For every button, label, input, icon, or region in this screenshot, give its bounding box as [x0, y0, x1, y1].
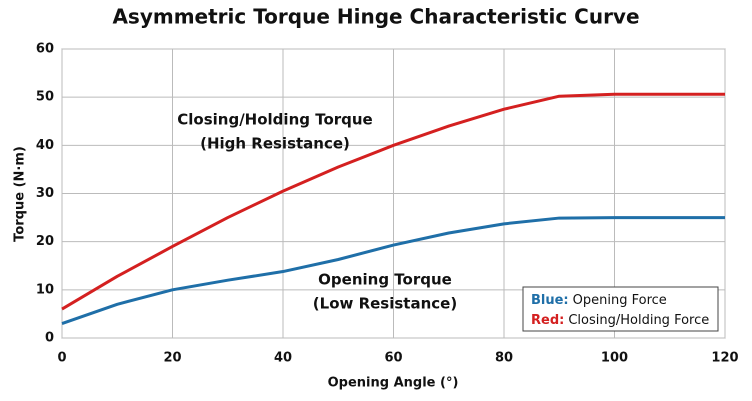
x-tick-label: 40 [274, 351, 292, 366]
x-tick-label: 80 [495, 351, 513, 366]
x-tick-label: 60 [384, 351, 402, 366]
legend-series-name: Closing/Holding Force [568, 313, 709, 328]
series-line [61, 92, 725, 311]
y-tick-label: 40 [36, 138, 54, 153]
x-tick-label: 20 [163, 351, 181, 366]
y-axis-label: Torque (N·m) [13, 146, 28, 242]
legend-entry: Red: Closing/Holding Force [531, 313, 709, 328]
series-line [61, 216, 725, 325]
x-tick-label: 120 [711, 351, 738, 366]
legend-box [522, 286, 719, 332]
chart-title: Asymmetric Torque Hinge Characteristic C… [112, 5, 639, 29]
annotation: Opening Torque [318, 271, 452, 289]
y-tick-label: 10 [36, 282, 54, 297]
legend-entry: Blue: Opening Force [531, 293, 667, 308]
legend-color-label: Blue: [531, 293, 569, 308]
x-tick-label: 100 [601, 351, 628, 366]
x-axis-label: Opening Angle (°) [328, 376, 459, 391]
y-tick-label: 60 [36, 42, 54, 57]
y-tick-label: 50 [36, 90, 54, 105]
y-tick-label: 30 [36, 186, 54, 201]
y-tick-label: 20 [36, 234, 54, 249]
legend-series-name: Opening Force [573, 293, 667, 308]
annotation: Closing/Holding Torque [177, 111, 372, 129]
x-tick-label: 0 [57, 351, 66, 366]
annotation: (Low Resistance) [313, 295, 457, 313]
annotation: (High Resistance) [200, 135, 350, 153]
y-tick-label: 0 [45, 331, 54, 346]
legend-color-label: Red: [531, 313, 564, 328]
